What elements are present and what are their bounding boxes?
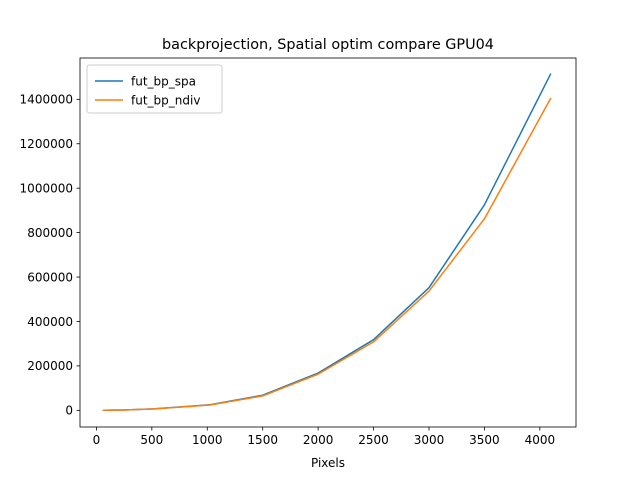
x-axis-label: Pixels <box>311 456 345 470</box>
y-tick-label: 1000000 <box>20 181 73 195</box>
x-tick-label: 2500 <box>358 433 389 447</box>
legend-label: fut_bp_spa <box>131 74 196 88</box>
y-tick-label: 1400000 <box>20 93 73 107</box>
y-tick-label: 600000 <box>27 270 73 284</box>
legend: fut_bp_spa fut_bp_ndiv <box>86 64 223 114</box>
x-tick-label: 500 <box>140 433 163 447</box>
x-tick-label: 2000 <box>303 433 334 447</box>
x-tick-label: 4000 <box>525 433 556 447</box>
y-tick-label: 1200000 <box>20 137 73 151</box>
x-axis: 0 500 1000 1500 2000 2500 3000 3500 4000 <box>93 427 556 447</box>
plot-area <box>79 57 577 428</box>
x-tick-label: 3000 <box>414 433 445 447</box>
x-tick-label: 3500 <box>469 433 500 447</box>
y-tick-label: 800000 <box>27 226 73 240</box>
chart-title: backprojection, Spatial optim compare GP… <box>162 37 494 53</box>
series-layer <box>102 73 552 412</box>
y-tick-label: 200000 <box>27 359 73 373</box>
x-tick-label: 1000 <box>192 433 223 447</box>
y-axis: 0 200000 400000 600000 800000 1000000 1200000 1… <box>20 93 80 418</box>
legend-label: fut_bp_ndiv <box>131 93 200 107</box>
series-line-fut_bp_ndiv <box>102 97 552 412</box>
x-tick-label: 0 <box>93 433 101 447</box>
legend-frame <box>86 64 223 114</box>
y-tick-label: 0 <box>65 404 73 418</box>
plot-frame <box>79 57 577 428</box>
y-tick-label: 400000 <box>27 315 73 329</box>
x-tick-label: 1500 <box>247 433 278 447</box>
